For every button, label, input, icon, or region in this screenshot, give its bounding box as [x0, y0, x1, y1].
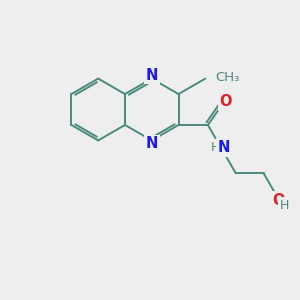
Text: H: H [279, 199, 289, 212]
Text: N: N [218, 140, 230, 155]
Text: H: H [211, 141, 220, 154]
Text: O: O [220, 94, 232, 110]
Text: O: O [272, 193, 284, 208]
Text: CH₃: CH₃ [216, 70, 240, 84]
Text: N: N [146, 136, 158, 152]
Text: N: N [146, 68, 158, 82]
